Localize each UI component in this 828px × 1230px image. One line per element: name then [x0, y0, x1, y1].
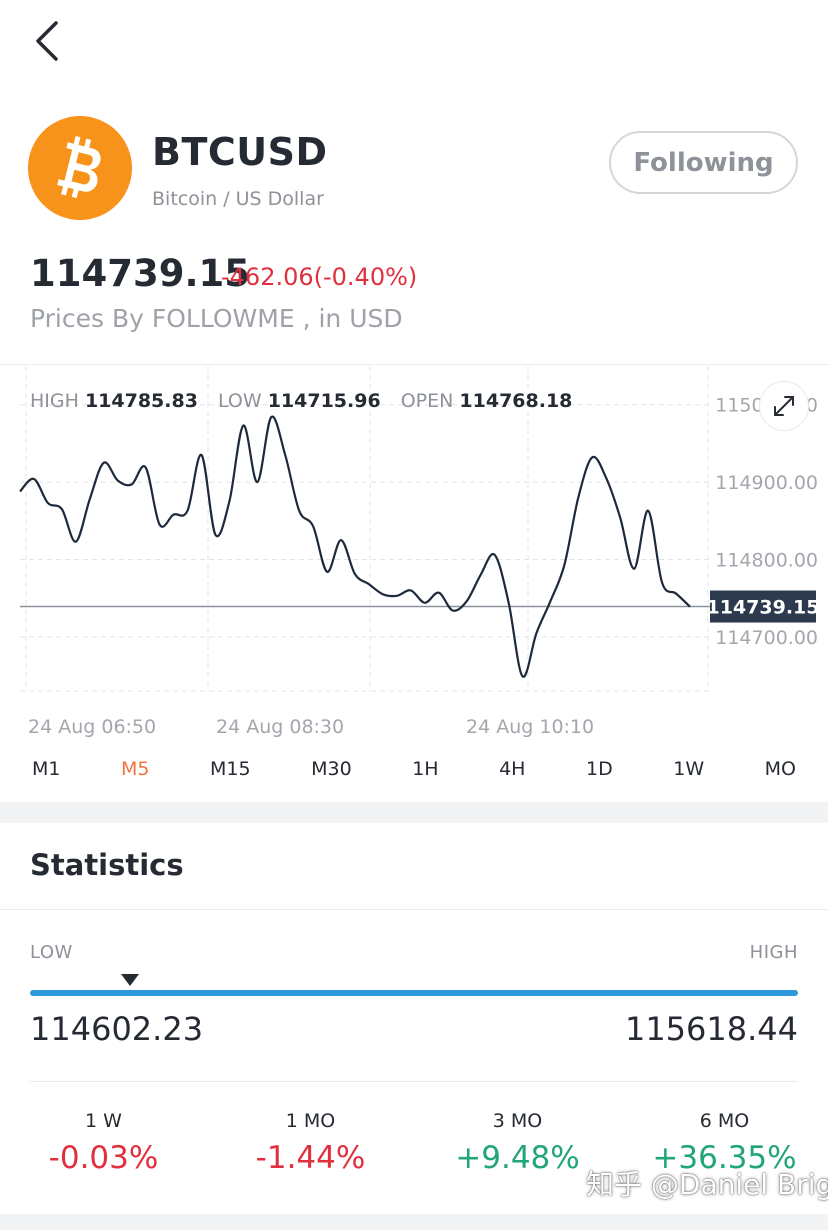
tab-m15[interactable]: M15 — [210, 758, 251, 780]
range-position-marker — [120, 974, 139, 986]
y-tick-label: 114900.00 — [715, 472, 818, 494]
performance-item: 3 MO +9.48% — [414, 1110, 621, 1176]
tab-1d[interactable]: 1D — [586, 758, 613, 780]
high-label: HIGH — [30, 390, 79, 412]
price-chart[interactable]: 115000.00114900.00114800.00114700.001147… — [0, 366, 828, 722]
instrument-name: Bitcoin / US Dollar — [152, 188, 324, 210]
performance-value: +9.48% — [455, 1140, 580, 1176]
instrument-symbol: BTCUSD — [152, 130, 328, 174]
tab-1h[interactable]: 1H — [412, 758, 439, 780]
y-tick-label: 114800.00 — [715, 549, 818, 571]
range-bar — [30, 990, 798, 996]
divider — [0, 364, 828, 365]
divider — [0, 909, 828, 910]
range-low-value: 114602.23 — [30, 1010, 204, 1048]
y-tick-label: 114700.00 — [715, 627, 818, 649]
performance-value: +36.35% — [652, 1140, 797, 1176]
divider — [30, 1081, 798, 1082]
performance-item: 6 MO +36.35% — [621, 1110, 828, 1176]
tab-4h[interactable]: 4H — [499, 758, 526, 780]
bitcoin-logo — [28, 116, 132, 220]
time-label: 24 Aug 06:50 — [28, 716, 157, 738]
tab-m30[interactable]: M30 — [311, 758, 352, 780]
range-high-label: HIGH — [749, 942, 798, 963]
time-label: 24 Aug 10:10 — [466, 716, 595, 738]
back-button[interactable] — [26, 18, 72, 64]
expand-icon — [774, 396, 794, 416]
open-label: OPEN — [400, 390, 454, 412]
open-value: 114768.18 — [459, 390, 573, 412]
performance-item: 1 W -0.03% — [0, 1110, 207, 1176]
following-button[interactable]: Following — [609, 131, 798, 194]
price-series-line — [19, 415, 691, 678]
high-value: 114785.83 — [84, 390, 198, 412]
tab-m5[interactable]: M5 — [121, 758, 150, 780]
chevron-left-icon — [36, 21, 58, 61]
performance-value: -0.03% — [48, 1140, 159, 1176]
performance-value: -1.44% — [255, 1140, 366, 1176]
tab-1w[interactable]: 1W — [673, 758, 705, 780]
range-high-value: 115618.44 — [624, 1010, 798, 1048]
bitcoin-icon — [57, 135, 101, 199]
time-label: 24 Aug 08:30 — [216, 716, 345, 738]
performance-label: 6 MO — [699, 1110, 750, 1132]
price-change: -462.06(-0.40%) — [221, 263, 418, 291]
current-price-tag — [710, 590, 816, 623]
price-source: Prices By FOLLOWME , in USD — [30, 304, 403, 333]
tab-m1[interactable]: M1 — [32, 758, 61, 780]
performance-item: 1 MO -1.44% — [207, 1110, 414, 1176]
current-price-tag-label: 114739.15 — [707, 597, 820, 619]
bottom-separator — [0, 1214, 828, 1230]
ohlc-summary: HIGH 114785.83 LOW 114715.96 OPEN 114768… — [30, 390, 572, 412]
performance-label: 1 MO — [285, 1110, 336, 1132]
expand-chart-button[interactable] — [759, 381, 809, 431]
statistics-title: Statistics — [30, 848, 184, 882]
performance-label: 1 W — [85, 1110, 122, 1132]
low-label: LOW — [217, 390, 262, 412]
low-value: 114715.96 — [267, 390, 381, 412]
range-low-label: LOW — [30, 942, 73, 963]
tab-mo[interactable]: MO — [764, 758, 796, 780]
timeframe-tabs: M1 M5 M15 M30 1H 4H 1D 1W MO — [0, 758, 828, 788]
current-price: 114739.15 — [30, 252, 251, 295]
performance-row: 1 W -0.03% 1 MO -1.44% 3 MO +9.48% 6 MO … — [0, 1110, 828, 1176]
section-separator — [0, 802, 828, 823]
performance-label: 3 MO — [492, 1110, 543, 1132]
watermark: 知乎 @Daniel Bright — [586, 1168, 828, 1201]
